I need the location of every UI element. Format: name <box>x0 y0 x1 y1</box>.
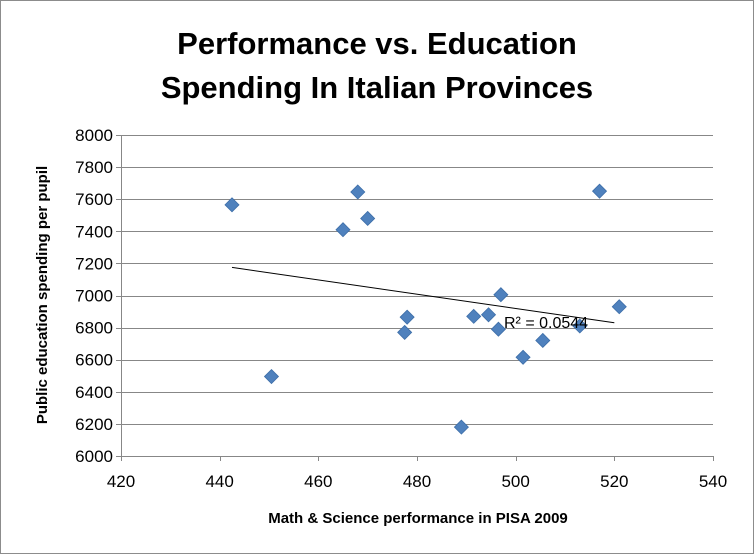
axes <box>121 135 713 457</box>
trendline <box>231 266 615 324</box>
x-tick-label: 440 <box>205 472 233 491</box>
data-point-marker <box>335 222 351 238</box>
r-squared-annotation: R² = 0.0544 <box>504 315 588 332</box>
data-point-marker <box>611 299 627 315</box>
x-axis-label: Math & Science performance in PISA 2009 <box>268 510 568 527</box>
data-points <box>224 183 627 435</box>
data-point-marker <box>493 287 509 303</box>
y-tick-label: 7800 <box>75 158 113 177</box>
y-tick-labels: 6000 6200 6400 6600 6800 7000 7200 7400 7600 7800… <box>75 126 121 466</box>
x-tick-label: 540 <box>699 472 727 491</box>
x-tick-label: 480 <box>403 472 431 491</box>
y-tick-label: 7200 <box>75 254 113 273</box>
y-tick-label: 7600 <box>75 190 113 209</box>
data-point-marker <box>572 318 588 334</box>
data-point-marker <box>397 324 413 340</box>
y-tick-label: 7000 <box>75 287 113 306</box>
y-tick-label: 6800 <box>75 319 113 338</box>
data-point-marker <box>490 321 506 337</box>
data-point-marker <box>350 184 366 200</box>
data-point-marker <box>515 349 531 365</box>
x-tick-label: 460 <box>304 472 332 491</box>
data-point-marker <box>263 368 280 385</box>
data-point-marker <box>453 419 469 435</box>
data-point-marker <box>591 183 608 199</box>
data-point-marker <box>466 308 482 324</box>
x-tick-labels: 420 440 460 480 500 520 540 <box>107 456 727 491</box>
gridlines <box>121 135 713 457</box>
chart-title-line-2: Spending In Italian Provinces <box>161 70 593 105</box>
y-tick-label: 6600 <box>75 351 113 370</box>
x-tick-label: 420 <box>107 472 135 491</box>
y-tick-label: 6200 <box>75 415 113 434</box>
x-tick-label: 520 <box>600 472 628 491</box>
y-axis-label: Public education spending per pupil <box>34 166 51 424</box>
data-point-marker <box>399 309 415 325</box>
x-tick-label: 500 <box>501 472 529 491</box>
data-point-marker <box>535 332 551 349</box>
y-tick-label: 7400 <box>75 222 113 241</box>
y-tick-label: 6000 <box>75 447 113 466</box>
chart-title-line-1: Performance vs. Education <box>177 26 577 61</box>
y-tick-label: 8000 <box>75 126 113 145</box>
y-tick-label: 6400 <box>75 383 113 402</box>
data-point-marker <box>360 210 376 227</box>
trendline-group <box>231 266 615 324</box>
data-point-marker <box>480 307 497 323</box>
data-point-marker <box>224 197 240 213</box>
